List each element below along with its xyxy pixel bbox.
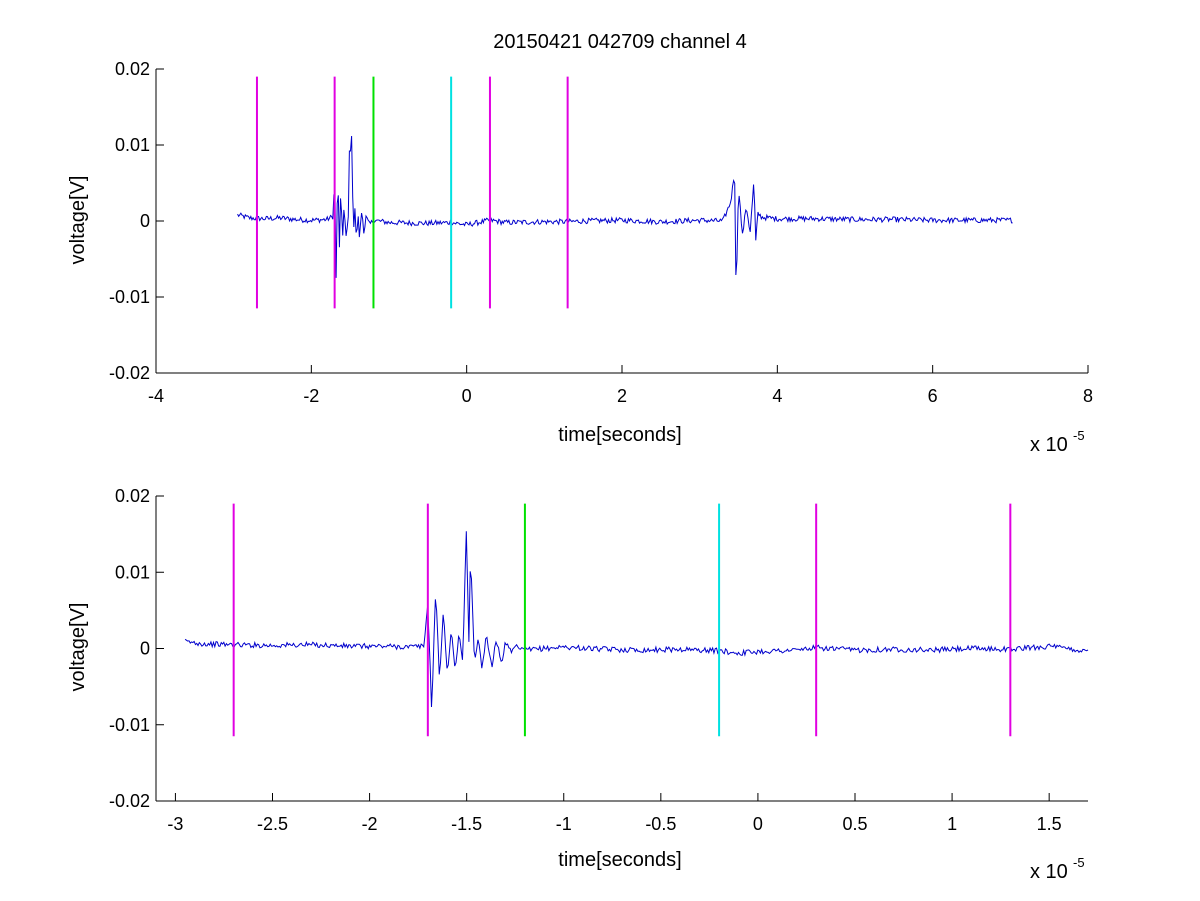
top-y-tick-label-4: 0.02 xyxy=(115,59,150,79)
bottom-x-tick-label-3: -1.5 xyxy=(451,814,482,834)
top-x-multiplier-exponent: -5 xyxy=(1073,428,1085,443)
top-x-tick-label-1: -2 xyxy=(303,386,319,406)
bottom-x-tick-label-5: -0.5 xyxy=(645,814,676,834)
top-axes: -4 -2 0 2 4 6 8 -0.02 -0.01 0 0.01 0.02 xyxy=(109,59,1093,406)
bottom-x-multiplier: x 10 xyxy=(1030,861,1068,883)
bottom-y-tick-label-0: -0.02 xyxy=(109,791,150,811)
plot-title: 20150421 042709 channel 4 xyxy=(493,31,747,53)
top-x-tick-label-2: 0 xyxy=(462,386,472,406)
top-x-tick-label-6: 8 xyxy=(1083,386,1093,406)
bottom-y-tick-label-4: 0.02 xyxy=(115,486,150,506)
bottom-marker-layer xyxy=(232,503,1012,737)
bottom-axes: -3 -2.5 -2 -1.5 -1 -0.5 0 0.5 1 1.5 -0.02 -0.01 0 0.0… xyxy=(109,486,1088,834)
top-y-tick-label-1: -0.01 xyxy=(109,287,150,307)
bottom-x-tick-label-2: -2 xyxy=(362,814,378,834)
bottom-y-tick-label-3: 0.01 xyxy=(115,562,150,582)
top-voltage-series-line xyxy=(237,135,1013,278)
top-x-tick-label-4: 4 xyxy=(772,386,782,406)
bottom-x-multiplier-exponent: -5 xyxy=(1073,855,1085,870)
top-y-tick-label-3: 0.01 xyxy=(115,135,150,155)
bottom-x-axis-label: time[seconds] xyxy=(558,849,681,871)
top-y-axis-label: voltage[V] xyxy=(67,176,89,265)
top-y-tick-label-2: 0 xyxy=(140,211,150,231)
bottom-y-tick-label-2: 0 xyxy=(140,639,150,659)
top-x-axis-label: time[seconds] xyxy=(558,424,681,446)
bottom-plot: -3 -2.5 -2 -1.5 -1 -0.5 0 0.5 1 1.5 -0.02 -0.01 0 0.0… xyxy=(67,486,1089,883)
bottom-x-tick-label-8: 1 xyxy=(947,814,957,834)
top-x-tick-label-3: 2 xyxy=(617,386,627,406)
top-marker-layer xyxy=(255,76,569,309)
bottom-x-tick-label-0: -3 xyxy=(167,814,183,834)
bottom-x-tick-label-9: 1.5 xyxy=(1037,814,1062,834)
top-x-tick-label-0: -4 xyxy=(148,386,164,406)
bottom-y-axis-label: voltage[V] xyxy=(67,603,89,692)
top-x-tick-label-5: 6 xyxy=(928,386,938,406)
bottom-series-layer xyxy=(184,531,1089,707)
top-plot: 20150421 042709 channel 4 -4 -2 0 2 4 6 8 -0.02… xyxy=(67,31,1093,456)
bottom-x-tick-label-4: -1 xyxy=(556,814,572,834)
bottom-voltage-series-line xyxy=(184,531,1089,707)
bottom-y-tick-label-1: -0.01 xyxy=(109,715,150,735)
bottom-x-tick-label-1: -2.5 xyxy=(257,814,288,834)
top-x-multiplier: x 10 xyxy=(1030,434,1068,456)
bottom-x-tick-label-6: 0 xyxy=(753,814,763,834)
top-y-tick-label-0: -0.02 xyxy=(109,363,150,383)
top-series-layer xyxy=(237,135,1013,278)
bottom-x-tick-label-7: 0.5 xyxy=(842,814,867,834)
